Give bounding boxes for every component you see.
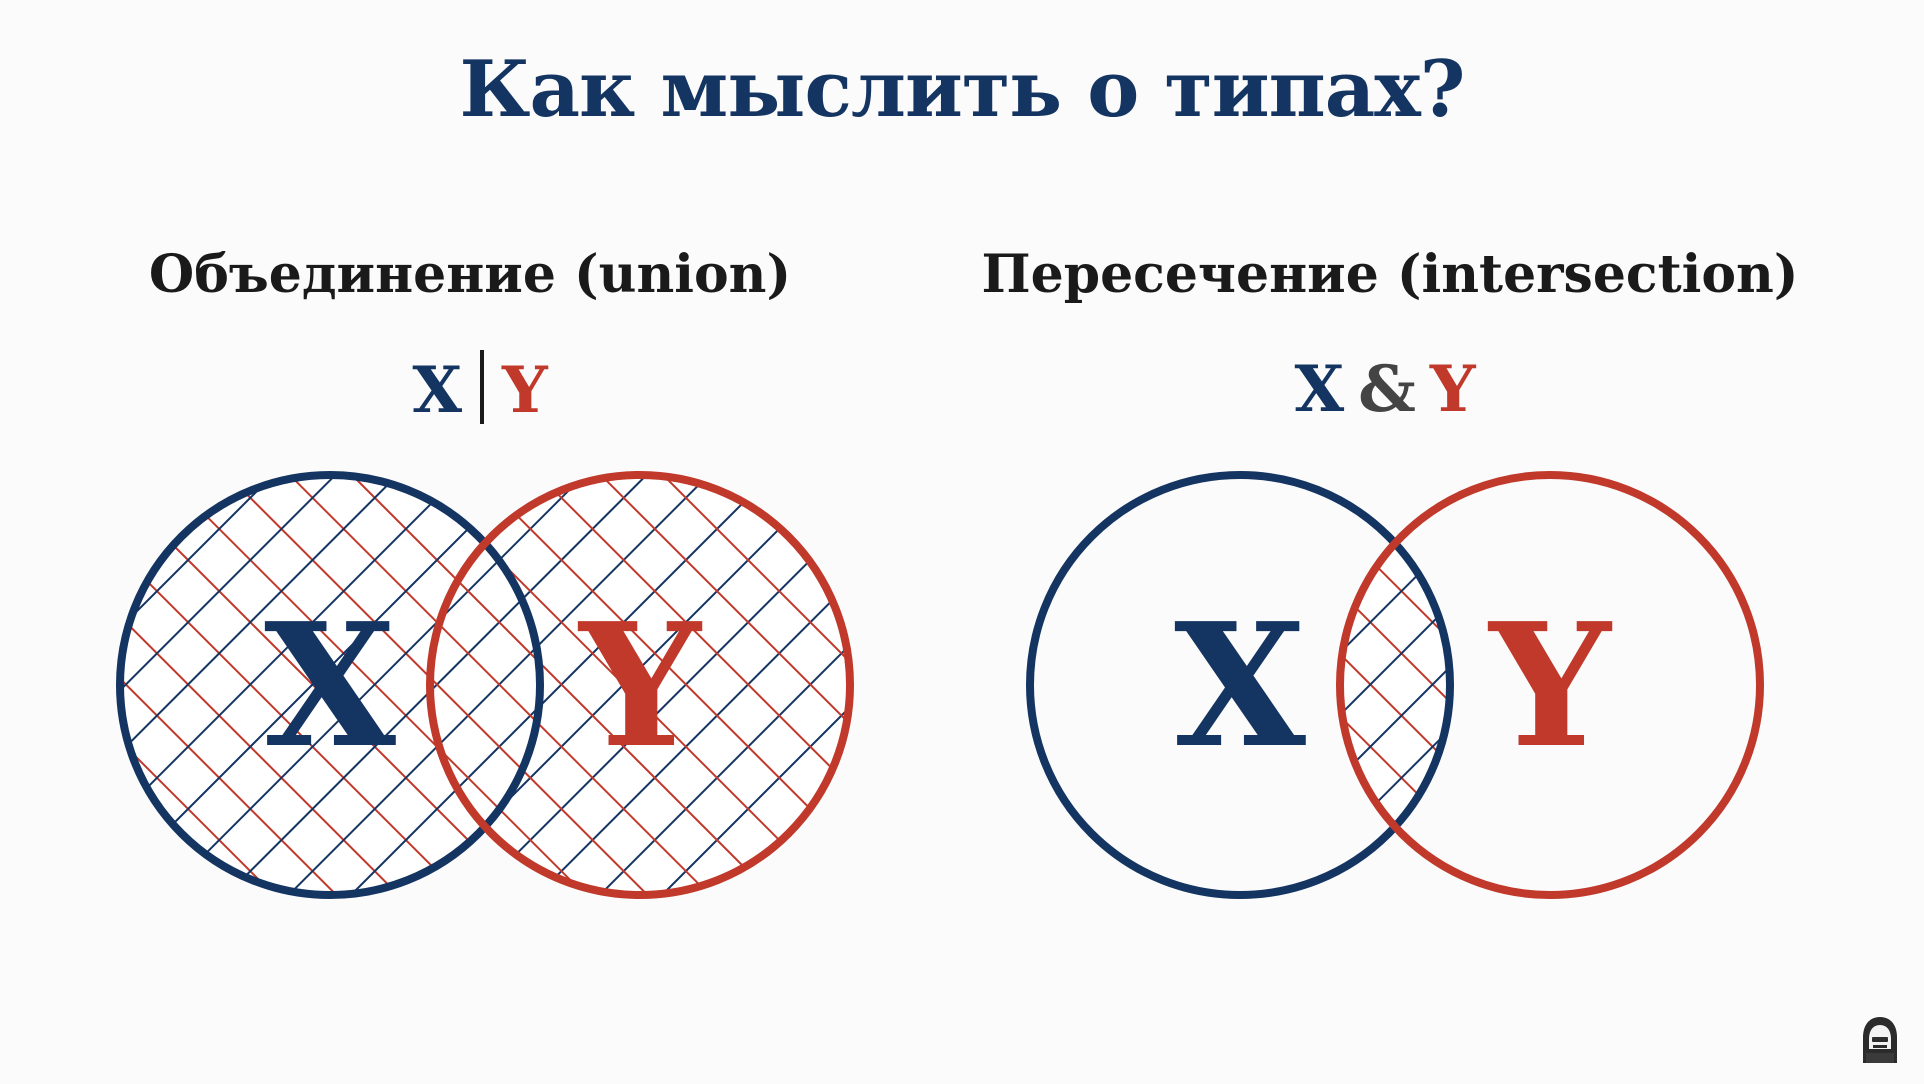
union-pipe-separator bbox=[479, 350, 484, 424]
hooded-figure-icon bbox=[1863, 1017, 1897, 1063]
union-formula-x: X bbox=[412, 353, 462, 428]
intersection-formula-x: X bbox=[1294, 352, 1345, 427]
union-circle-x-label: X bbox=[264, 586, 396, 786]
intersection-circle-x-label: X bbox=[1174, 586, 1306, 786]
intersection-formula: X & Y bbox=[1225, 350, 1545, 430]
union-venn: X Y bbox=[116, 471, 854, 899]
union-circle-y bbox=[426, 471, 854, 899]
slide-title: Как мыслить о типах? bbox=[459, 44, 1466, 135]
union-circle-y-label: Y bbox=[577, 586, 702, 786]
union-circle-x bbox=[116, 471, 544, 899]
intersection-venn: X Y bbox=[1026, 471, 1764, 899]
union-right-hatch bbox=[430, 475, 850, 895]
union-left-hatch bbox=[120, 475, 540, 895]
union-formula-y: Y bbox=[501, 353, 548, 428]
intersection-heading: Пересечение (intersection) bbox=[981, 244, 1799, 305]
intersection-circle-x bbox=[1026, 471, 1454, 899]
intersection-formula-y: Y bbox=[1429, 352, 1476, 427]
intersection-circle-y-label: Y bbox=[1487, 586, 1612, 786]
intersection-circle-y bbox=[1336, 471, 1764, 899]
union-heading: Объединение (union) bbox=[148, 244, 792, 305]
intersection-formula-op: & bbox=[1358, 352, 1416, 427]
